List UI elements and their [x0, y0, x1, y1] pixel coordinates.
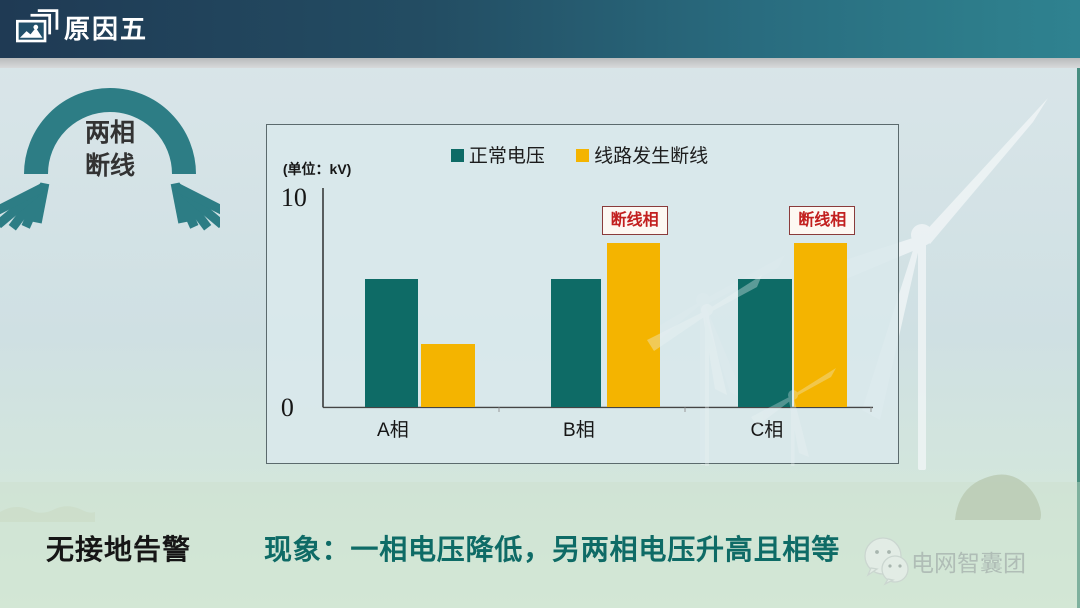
svg-text:电网智囊团: 电网智囊团	[911, 550, 1026, 576]
